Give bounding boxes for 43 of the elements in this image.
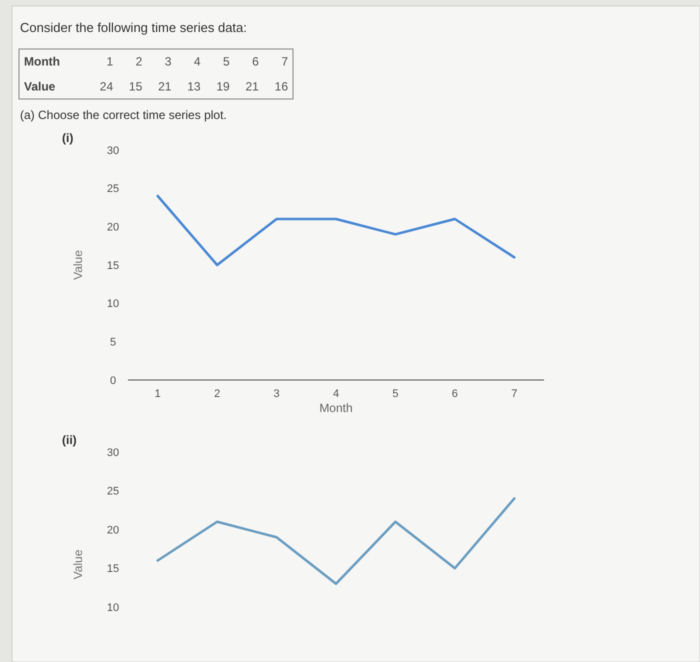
data-label: 19: [216, 80, 230, 94]
x-tick-label: 1: [106, 54, 114, 69]
x-tick-label: 6: [252, 54, 260, 69]
y-tick-label: 5: [110, 336, 116, 349]
y-tick-label: 25: [106, 183, 120, 196]
y-tick-label: 0: [110, 374, 116, 387]
y-axis-title: Value: [71, 549, 85, 580]
x-tick-label: 4: [194, 54, 201, 69]
y-tick-label: 15: [106, 260, 120, 272]
data-label: 21: [158, 80, 172, 94]
chart-title: (ii): [62, 433, 77, 447]
data-label: 24: [100, 80, 114, 94]
chart-title: (i): [62, 131, 74, 145]
x-tick-label: 7: [511, 388, 518, 400]
data-label: 15: [128, 80, 143, 94]
data-label: 13: [187, 80, 201, 94]
text: (a) Choose the correct time series plot.: [20, 108, 227, 122]
x-tick-label: 5: [223, 54, 230, 69]
x-tick-label: 3: [274, 388, 280, 400]
y-tick-label: 15: [106, 563, 120, 576]
x-axis-title: Month: [319, 401, 353, 415]
y-axis-title: Value: [71, 250, 85, 280]
x-tick-label: 1: [154, 388, 161, 400]
y-tick-label: 30: [106, 446, 120, 459]
y-tick-label: 10: [106, 298, 120, 310]
y-tick-label: 30: [106, 144, 120, 157]
y-tick-label: 25: [106, 486, 120, 498]
data-label: 16: [274, 80, 288, 94]
x-tick-label: 3: [164, 54, 172, 69]
x-tick-label: 4: [332, 388, 340, 400]
x-tick-label: 2: [136, 54, 143, 69]
x-tick-label: 5: [392, 388, 398, 400]
y-tick-label: 20: [106, 222, 120, 234]
x-tick-label: 6: [452, 388, 458, 400]
data-label: 21: [246, 80, 260, 94]
chart-title: Consider the following time series data:: [20, 20, 247, 35]
y-tick-label: 10: [106, 602, 120, 614]
line-series: [156, 194, 516, 266]
x-axis-title: Month: [24, 54, 60, 69]
x-tick-label: 7: [281, 54, 288, 69]
line-series: [156, 497, 516, 585]
x-tick-label: 2: [214, 388, 220, 400]
y-tick-label: 20: [106, 524, 120, 536]
